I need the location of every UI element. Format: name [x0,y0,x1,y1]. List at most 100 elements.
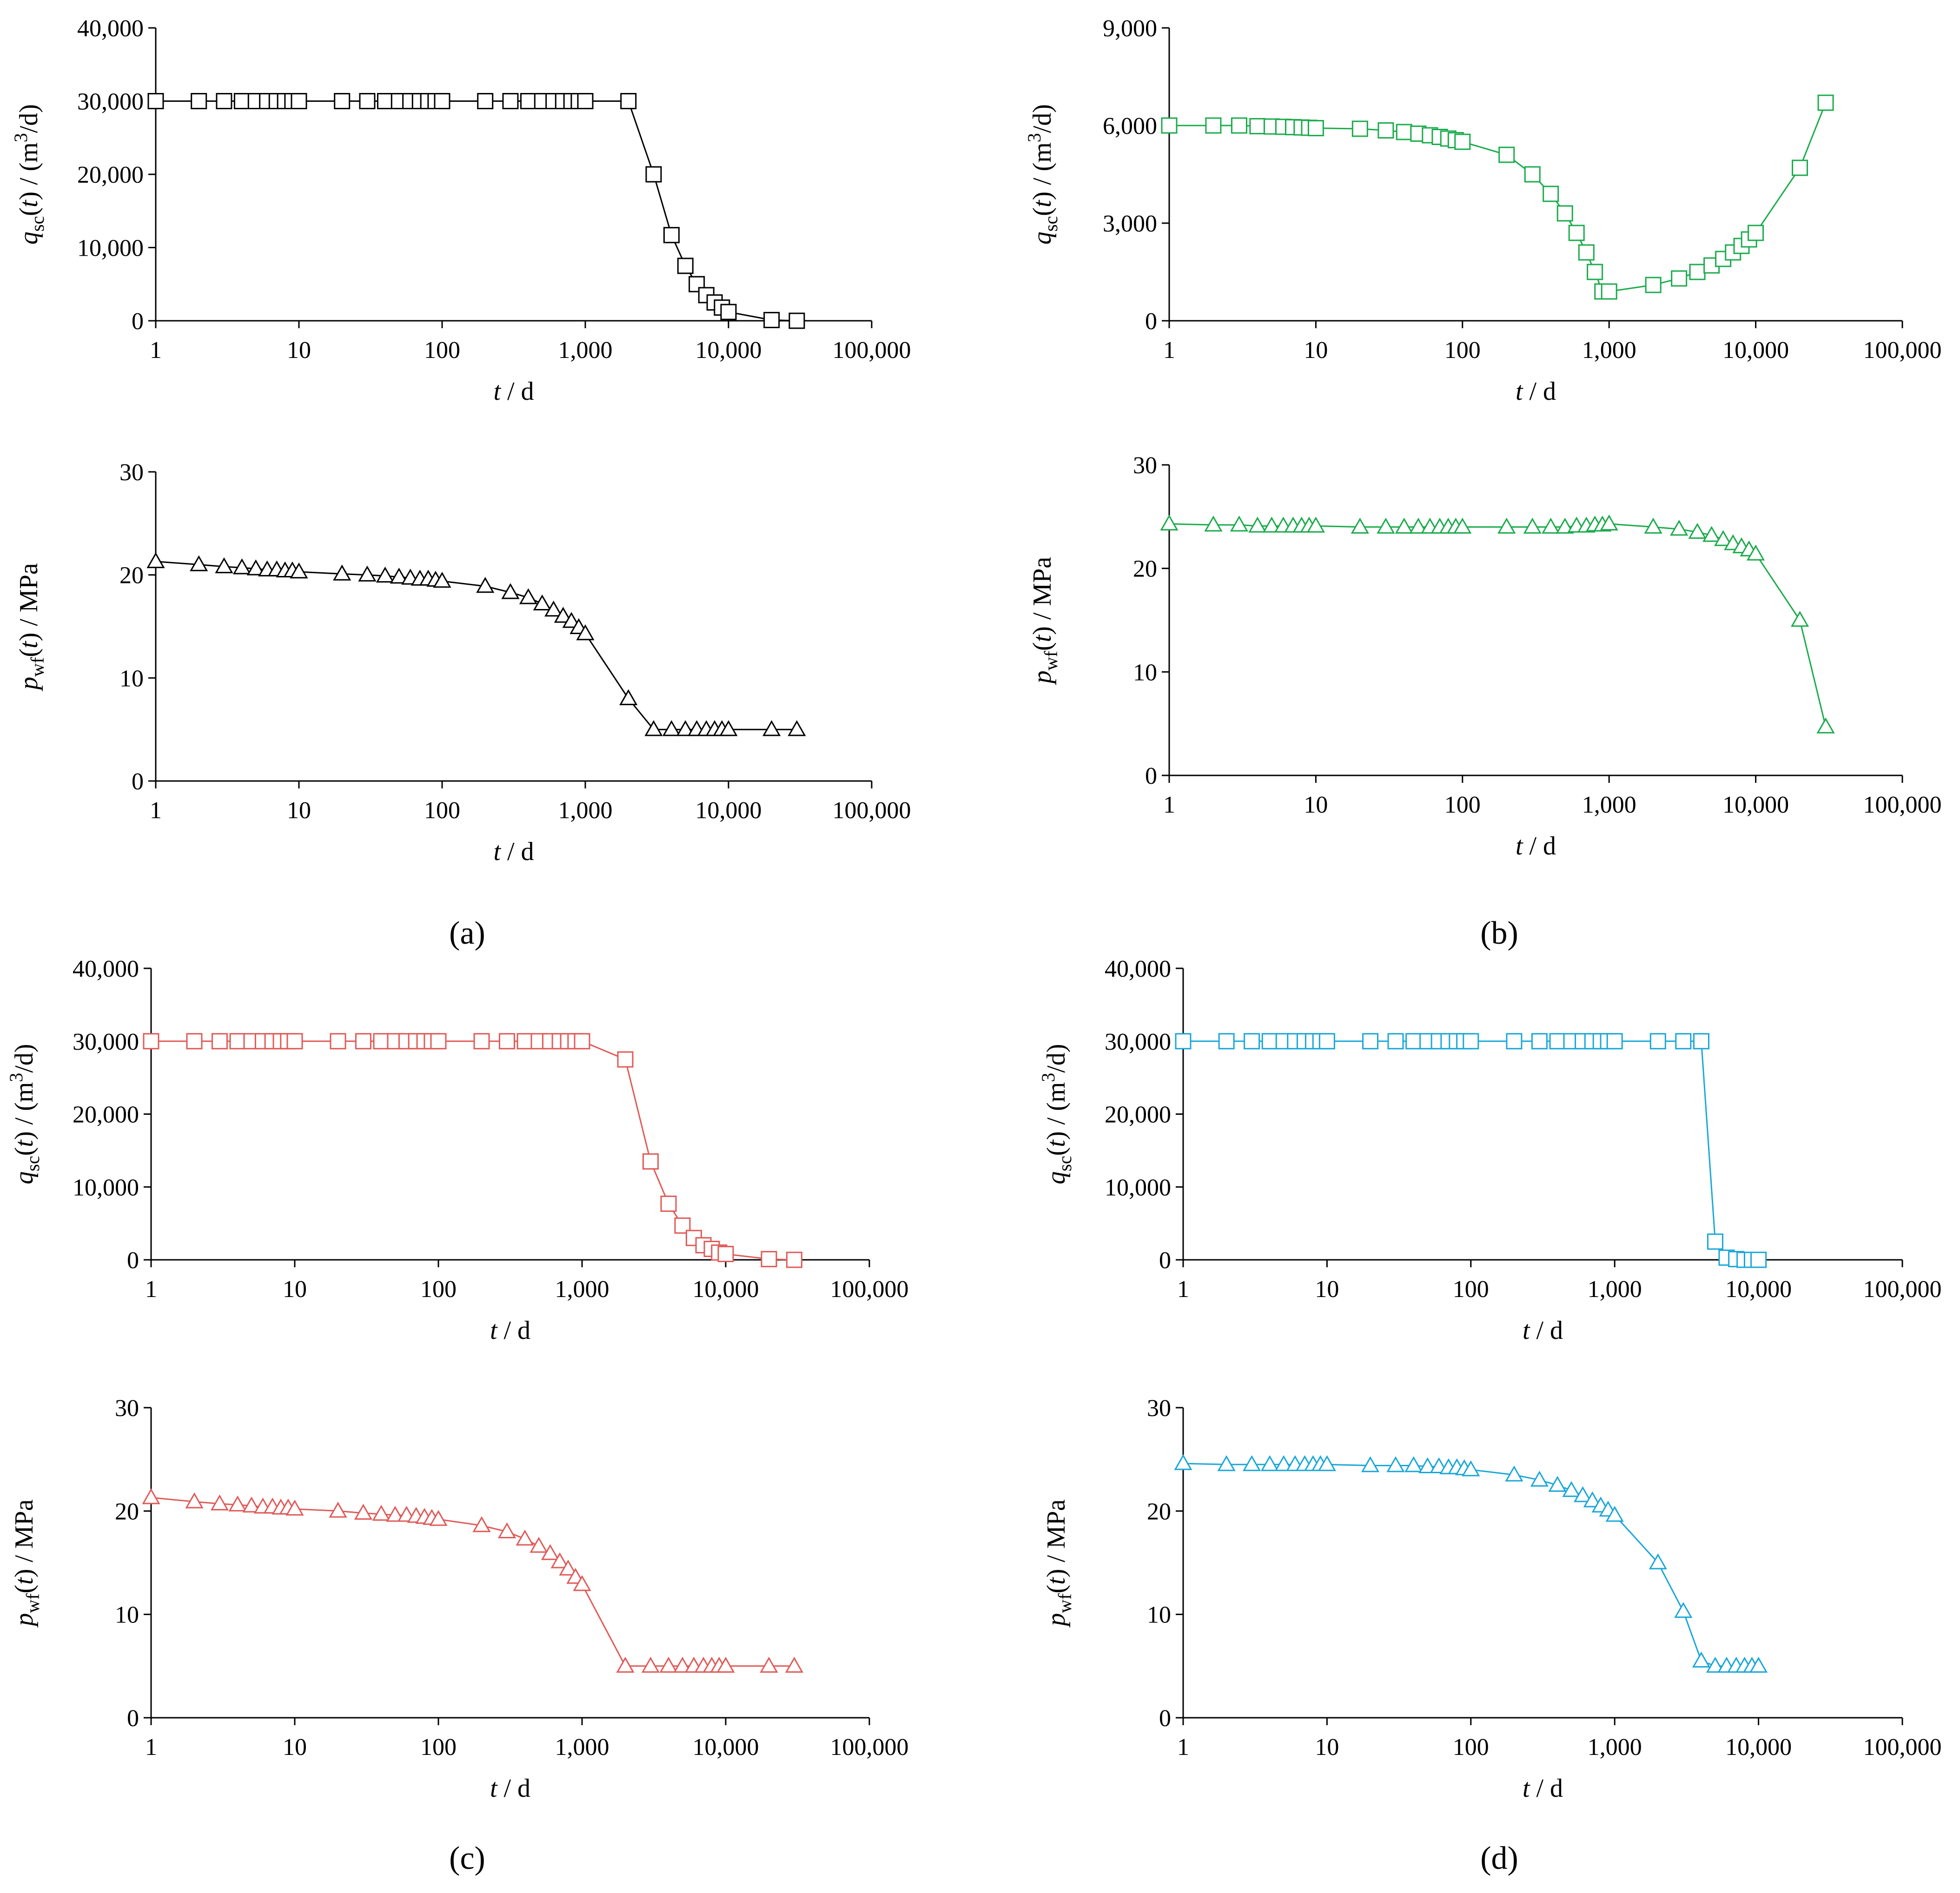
data-point [1524,166,1541,183]
data-point [1218,1033,1235,1050]
data-point [1454,133,1471,150]
x-tick-label: 100,000 [833,337,911,364]
data-point [142,1488,160,1504]
data-point [1262,516,1281,533]
data-point [1578,244,1595,261]
data-point [329,1502,347,1518]
y-tick-label: 30,000 [77,89,144,115]
x-tick-label: 100 [1453,1734,1489,1761]
data-point [1600,514,1618,531]
y-axis-label: qsc(t) / (m3/d) [10,104,48,245]
y-tick-label: 30 [119,459,144,486]
data-point [676,720,695,736]
x-tick-label: 1 [150,797,162,824]
data-point [763,311,780,328]
data-point [1573,1486,1592,1502]
data-point [761,1251,777,1267]
data-point [1714,530,1733,546]
x-tick-label: 10,000 [695,337,762,364]
data-point [477,93,494,109]
panel-label-b: (b) [1480,915,1518,951]
data-point [541,1544,560,1560]
data-point [191,93,207,109]
data-point [785,1656,804,1673]
x-axis-label: t / d [493,837,534,866]
data-point [1260,1455,1279,1471]
data-point [473,1033,490,1050]
data-point [143,1033,159,1050]
data-point [1409,517,1428,534]
data-point [333,564,351,581]
y-tick-label: 0 [1145,308,1157,335]
data-point [1702,526,1721,542]
data-point [554,607,572,623]
x-tick-label: 100 [1453,1276,1489,1303]
data-point [1605,1506,1624,1522]
data-point [1377,517,1395,534]
data-point [1505,1465,1523,1482]
x-tick-label: 1 [1163,337,1175,364]
data-point [1396,124,1412,140]
x-tick-label: 1 [1177,1734,1189,1761]
data-point [1523,517,1542,534]
chart-d-p: 0 10 20 30 1 10 100 1,000 10,000 100,000 t / d pwf(… [1042,1395,1942,1803]
x-axis-label: t / d [493,377,534,406]
data-point [1675,1033,1692,1050]
data-point [501,583,520,599]
data-point [1706,1656,1725,1673]
x-tick-label: 10 [287,337,311,364]
y-tick-label: 10 [115,1602,139,1628]
data-point [1244,1033,1260,1050]
x-tick-label: 1,000 [558,797,613,824]
data-point [229,1033,246,1050]
data-point [376,566,395,583]
data-point [1318,1033,1335,1050]
data-point [577,93,594,109]
data-point [1204,516,1223,532]
data-point [716,1656,735,1673]
data-point [1243,1455,1261,1471]
x-tick-label: 10,000 [695,797,762,824]
x-tick-label: 10,000 [1725,1276,1792,1303]
data-point [1361,1456,1380,1472]
data-point [673,1656,692,1673]
data-point [1249,118,1266,134]
y-tick-label: 9,000 [1103,15,1157,42]
data-point [334,93,351,109]
x-tick-label: 100,000 [1863,792,1942,818]
x-tick-label: 1,000 [558,337,613,364]
data-point [644,720,663,736]
x-tick-label: 10 [1315,1276,1339,1303]
data-point [497,1522,516,1539]
y-tick-label: 6,000 [1103,113,1157,139]
data-point [286,1033,303,1050]
x-tick-label: 10 [287,797,311,824]
x-tick-label: 100 [424,337,460,364]
x-axis-label: t / d [490,1774,530,1803]
data-point [285,1499,304,1516]
data-point [1542,517,1560,534]
panel-label-d: (d) [1480,1840,1518,1876]
y-tick-label: 0 [127,1247,139,1274]
data-point [720,304,737,320]
x-tick-label: 10 [283,1734,307,1761]
y-axis-label: qsc(t) / (m3/d) [6,1044,43,1184]
x-tick-label: 1,000 [555,1276,609,1303]
data-point [355,1033,371,1050]
x-tick-label: 10 [1304,337,1328,364]
data-point [354,1503,373,1520]
data-point [434,93,450,109]
chart-a-q: 0 10,000 20,000 30,000 40,000 1 10 100 1,000 10,0… [10,15,911,406]
data-point [386,1506,404,1522]
data-point [1792,159,1808,176]
data-point [1230,516,1249,532]
data-point [762,720,781,736]
data-point [1498,146,1515,163]
data-point [1217,1455,1236,1471]
data-point [359,93,376,109]
x-tick-label: 10 [283,1276,307,1303]
data-point [617,1051,634,1068]
x-tick-label: 10,000 [1722,337,1789,364]
data-point [641,1656,660,1673]
data-point [1418,1457,1437,1473]
